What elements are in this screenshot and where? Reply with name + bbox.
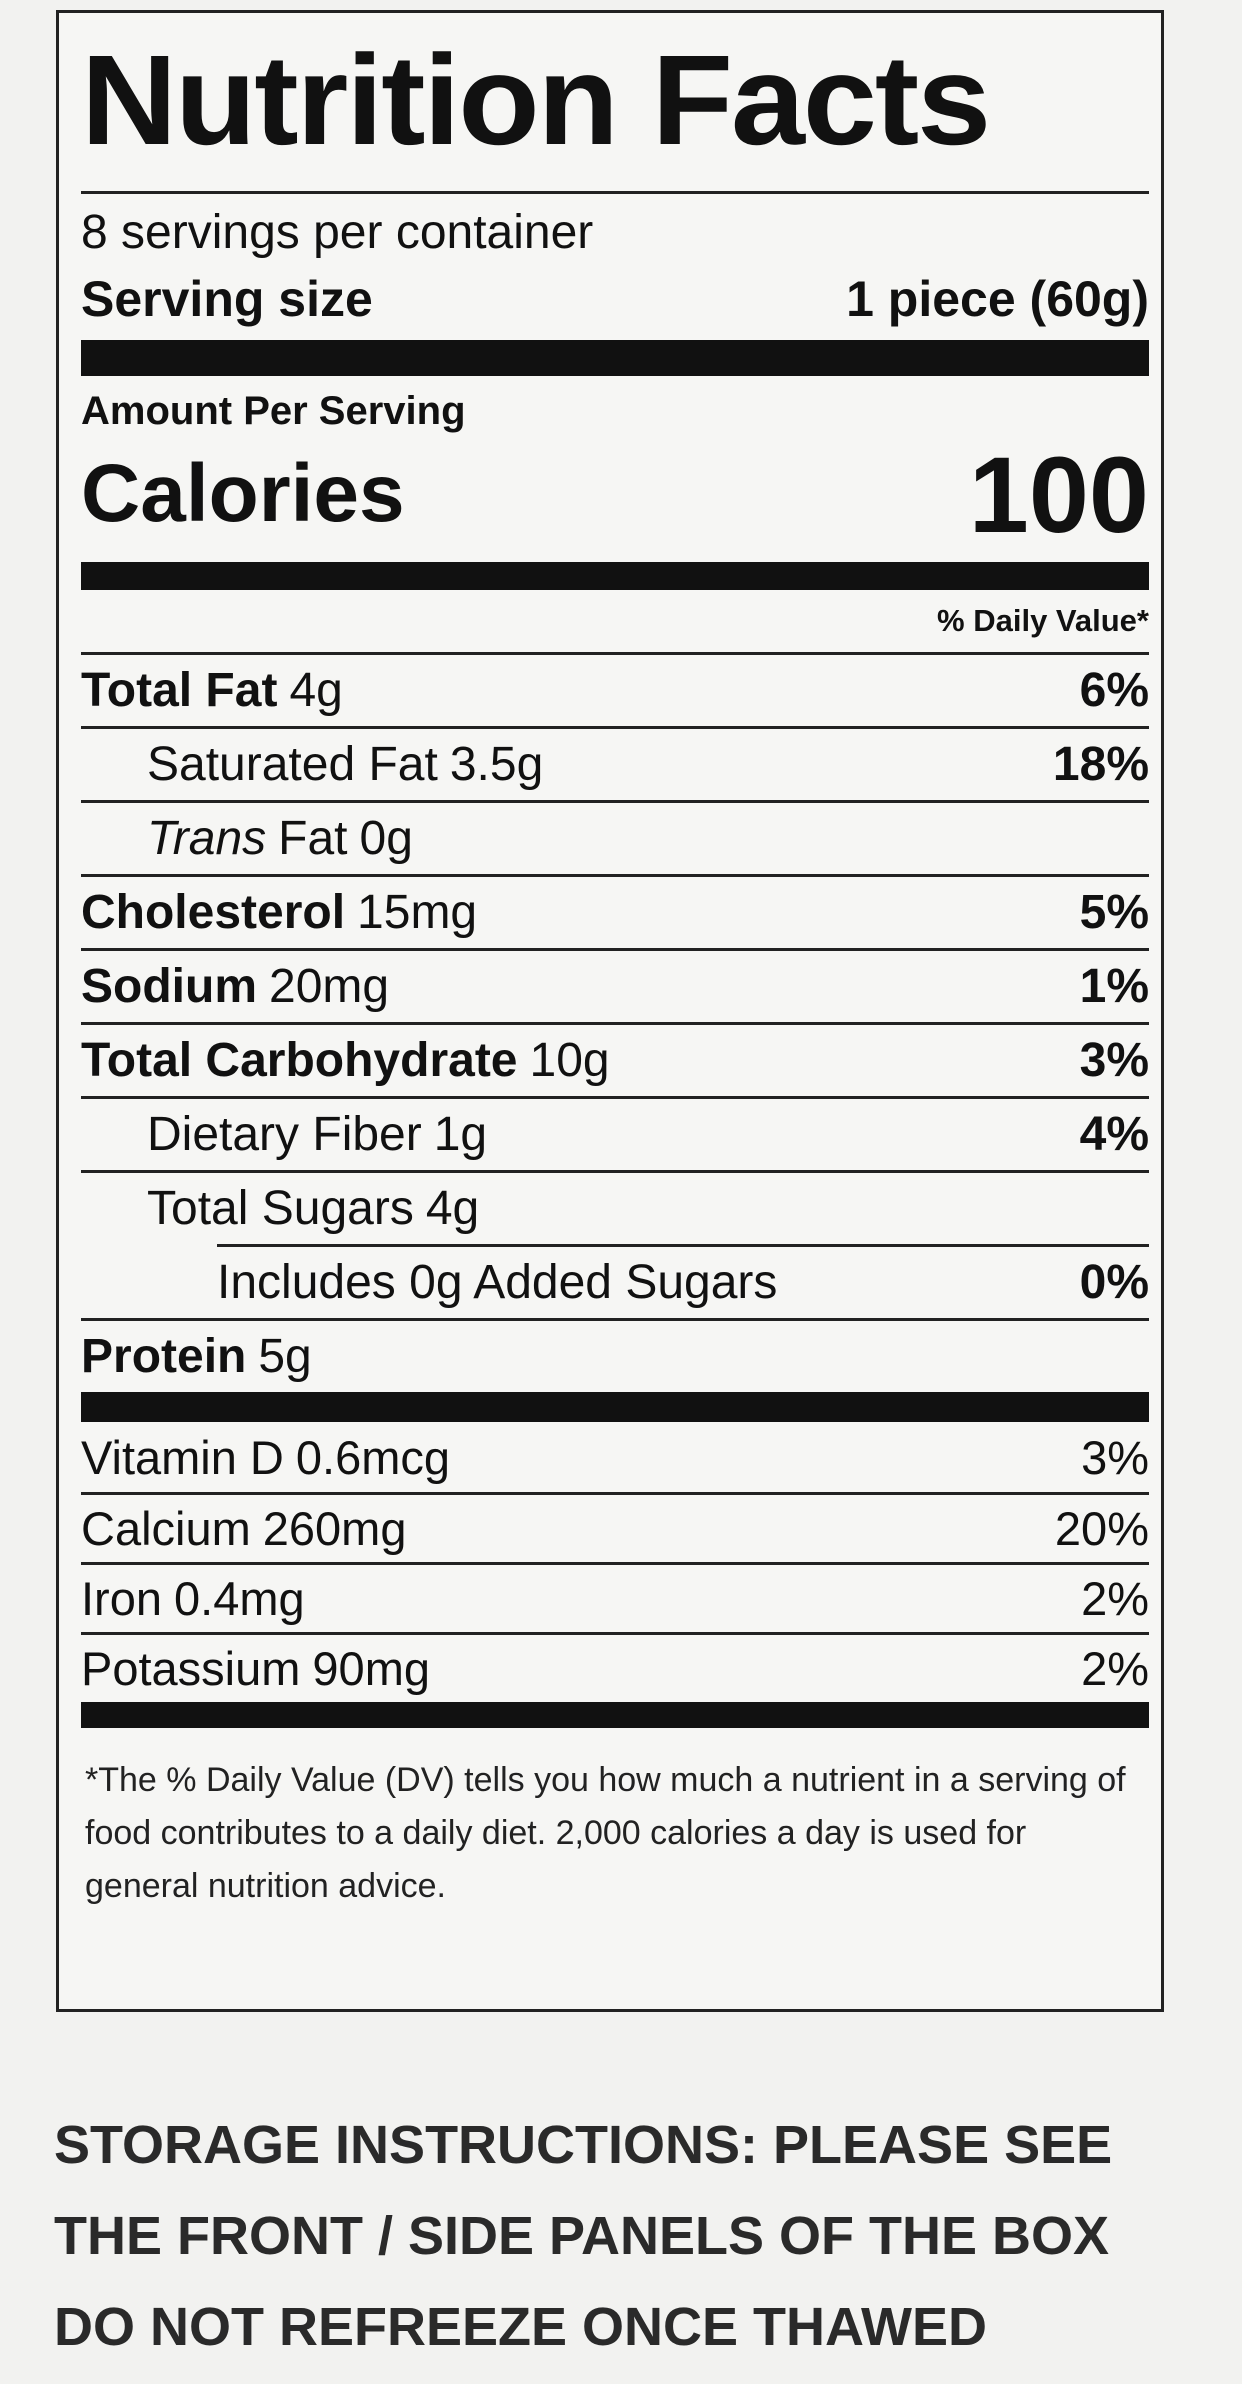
daily-value: 3%	[1079, 1034, 1149, 1087]
daily-value: 3%	[1081, 1430, 1149, 1484]
nutrient-amount: 4g	[289, 664, 343, 717]
daily-value: 2%	[1081, 1572, 1149, 1625]
nutrient-amount: 0g	[359, 812, 413, 865]
nutrient: Saturated Fat 3.5g	[81, 737, 543, 792]
rule	[81, 191, 1149, 194]
daily-value: 1%	[1079, 960, 1149, 1013]
vitamin: Vitamin D 0.6mcg	[81, 1430, 450, 1485]
nutrient-name: Includes 0g Added Sugars	[217, 1256, 778, 1309]
nutrient-name: Protein	[81, 1330, 247, 1383]
nutrient-row: Dietary Fiber 1g 4%	[81, 1096, 1149, 1170]
daily-value-header: % Daily Value*	[937, 603, 1149, 638]
footnote-text: The % Daily Value (DV) tells you how muc…	[85, 1761, 1126, 1905]
calories-value: 100	[968, 433, 1149, 555]
nutrient-name: Total Carbohydrate	[81, 1034, 518, 1087]
nutrient-row: Total Fat 4g 6%	[81, 652, 1149, 726]
storage-line: STORAGE INSTRUCTIONS: PLEASE SEE	[54, 2115, 1113, 2175]
nutrient-amount: 15mg	[357, 886, 478, 939]
vitamin-name: Potassium	[81, 1642, 301, 1695]
vitamin-row: Iron 0.4mg 2%	[81, 1562, 1149, 1632]
vitamin-row: Potassium 90mg 2%	[81, 1632, 1149, 1702]
nutrient-name: Sodium	[81, 960, 257, 1013]
daily-value: 2%	[1081, 1642, 1149, 1695]
serving-size-row: Serving size 1 piece (60g)	[81, 264, 1149, 334]
nutrient: Total Carbohydrate 10g	[81, 1033, 610, 1088]
nutrient: Trans Fat 0g	[81, 811, 413, 866]
serving-size-value: 1 piece (60g)	[846, 271, 1149, 327]
vitamin-amount: 0.6mcg	[295, 1430, 451, 1484]
daily-value: 6%	[1079, 664, 1149, 717]
storage-instructions: STORAGE INSTRUCTIONS: PLEASE SEE THE FRON…	[54, 2100, 1112, 2373]
nutrient: Total Fat 4g	[81, 663, 343, 718]
nutrient-amount: 4g	[425, 1182, 480, 1235]
nutrient-row: Saturated Fat 3.5g 18%	[81, 726, 1149, 800]
nutrient: Includes 0g Added Sugars	[217, 1255, 777, 1310]
vitamin: Iron 0.4mg	[81, 1571, 305, 1626]
thick-bar	[81, 340, 1149, 376]
nutrient-list: Total Fat 4g 6% Saturated Fat 3.5g 18% Trans Fa…	[81, 652, 1149, 1392]
nutrient: Protein 5g	[81, 1329, 312, 1384]
nutrient-name: Total Fat	[81, 664, 278, 717]
nutrient-row: Trans Fat 0g	[81, 800, 1149, 874]
vitamin-name: Iron	[81, 1572, 162, 1625]
daily-value: 5%	[1079, 886, 1149, 939]
daily-value: 18%	[1052, 738, 1149, 791]
nutrient-amount: 3.5g	[449, 738, 544, 791]
nutrient: Sodium 20mg	[81, 959, 389, 1014]
vitamin-amount: 260mg	[262, 1502, 407, 1555]
nutrient-row: Includes 0g Added Sugars 0%	[217, 1244, 1149, 1318]
thick-bar	[81, 562, 1149, 590]
vitamin-row: Vitamin D 0.6mcg 3%	[81, 1422, 1149, 1492]
nutrient-row: Sodium 20mg 1%	[81, 948, 1149, 1022]
nutrient-row: Cholesterol 15mg 5%	[81, 874, 1149, 948]
vitamin-amount: 90mg	[312, 1642, 430, 1695]
vitamin-name: Calcium	[81, 1502, 251, 1555]
thick-bar	[81, 1392, 1149, 1422]
nutrient-name: Dietary Fiber	[147, 1108, 422, 1161]
vitamin-amount: 0.4mg	[174, 1572, 305, 1625]
nutrition-label: Nutrition Facts 8 servings per container…	[56, 10, 1164, 2012]
amount-per-serving: Amount Per Serving	[81, 389, 466, 433]
serving-size-label: Serving size	[81, 271, 373, 327]
nutrient-amount: 5g	[258, 1330, 312, 1383]
title: Nutrition Facts	[81, 29, 991, 172]
nutrient-italic: Trans	[147, 812, 267, 865]
calories-row: Calories 100	[81, 434, 1149, 555]
daily-value: 4%	[1079, 1108, 1149, 1161]
vitamin-list: Vitamin D 0.6mcg 3% Calcium 260mg 20% Iron 0.4m…	[81, 1422, 1149, 1702]
nutrient-amount: 20mg	[269, 960, 390, 1013]
nutrient-name: Fat	[278, 812, 348, 865]
nutrient-row: Total Sugars 4g	[81, 1170, 1149, 1244]
footnote-mark: *	[85, 1761, 99, 1799]
storage-line: THE FRONT / SIDE PANELS OF THE BOX	[54, 2206, 1110, 2266]
storage-line: DO NOT REFREEZE ONCE THAWED	[54, 2297, 988, 2357]
nutrient-amount: 10g	[529, 1034, 610, 1087]
vitamin-name: Vitamin D	[81, 1430, 284, 1484]
servings: 8 servings per container	[81, 206, 594, 259]
daily-value: 0%	[1079, 1256, 1149, 1309]
nutrient-amount: 1g	[433, 1108, 488, 1161]
footnote: *The % Daily Value (DV) tells you how mu…	[81, 1754, 1149, 1913]
nutrient-row: Total Carbohydrate 10g 3%	[81, 1022, 1149, 1096]
nutrient: Total Sugars 4g	[81, 1181, 479, 1236]
nutrient-name: Total Sugars	[147, 1182, 414, 1235]
calories-label: Calories	[81, 448, 405, 539]
vitamin: Calcium 260mg	[81, 1501, 406, 1556]
nutrient-row: Protein 5g	[81, 1318, 1149, 1392]
nutrient-name: Cholesterol	[81, 886, 346, 939]
thick-bar	[81, 1702, 1149, 1728]
daily-value: 20%	[1054, 1502, 1149, 1555]
vitamin-row: Calcium 260mg 20%	[81, 1492, 1149, 1562]
nutrient: Dietary Fiber 1g	[81, 1107, 487, 1162]
vitamin: Potassium 90mg	[81, 1641, 430, 1696]
nutrient-name: Saturated Fat	[147, 738, 438, 791]
nutrient: Cholesterol 15mg	[81, 885, 477, 940]
